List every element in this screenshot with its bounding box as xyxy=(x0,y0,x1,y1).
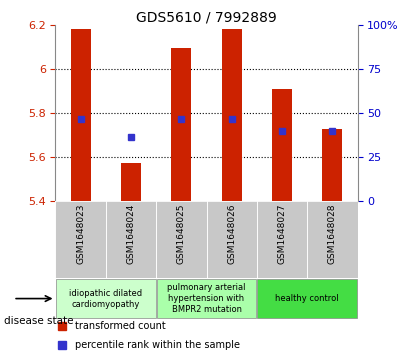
Text: percentile rank within the sample: percentile rank within the sample xyxy=(75,340,240,350)
Bar xyxy=(257,201,307,278)
Bar xyxy=(322,129,342,201)
Bar xyxy=(55,201,106,278)
Bar xyxy=(121,163,141,201)
Bar xyxy=(206,201,257,278)
Bar xyxy=(71,29,91,201)
Text: GSM1648025: GSM1648025 xyxy=(177,203,186,264)
Text: idiopathic dilated
cardiomyopathy: idiopathic dilated cardiomyopathy xyxy=(69,289,142,309)
Bar xyxy=(157,279,256,318)
Bar xyxy=(257,279,357,318)
Text: GSM1648023: GSM1648023 xyxy=(76,203,85,264)
Text: pulmonary arterial
hypertension with
BMPR2 mutation: pulmonary arterial hypertension with BMP… xyxy=(167,283,246,314)
Title: GDS5610 / 7992889: GDS5610 / 7992889 xyxy=(136,10,277,24)
Bar xyxy=(106,201,156,278)
Bar xyxy=(222,29,242,201)
Text: GSM1648026: GSM1648026 xyxy=(227,203,236,264)
Text: GSM1648024: GSM1648024 xyxy=(127,203,136,264)
Bar xyxy=(171,49,192,201)
Text: GSM1648028: GSM1648028 xyxy=(328,203,337,264)
Text: transformed count: transformed count xyxy=(75,321,166,331)
Bar xyxy=(156,201,206,278)
Text: GSM1648027: GSM1648027 xyxy=(277,203,286,264)
Text: disease state: disease state xyxy=(4,316,74,326)
Text: healthy control: healthy control xyxy=(275,294,339,303)
Bar xyxy=(56,279,156,318)
Bar xyxy=(307,201,358,278)
Bar xyxy=(272,89,292,201)
